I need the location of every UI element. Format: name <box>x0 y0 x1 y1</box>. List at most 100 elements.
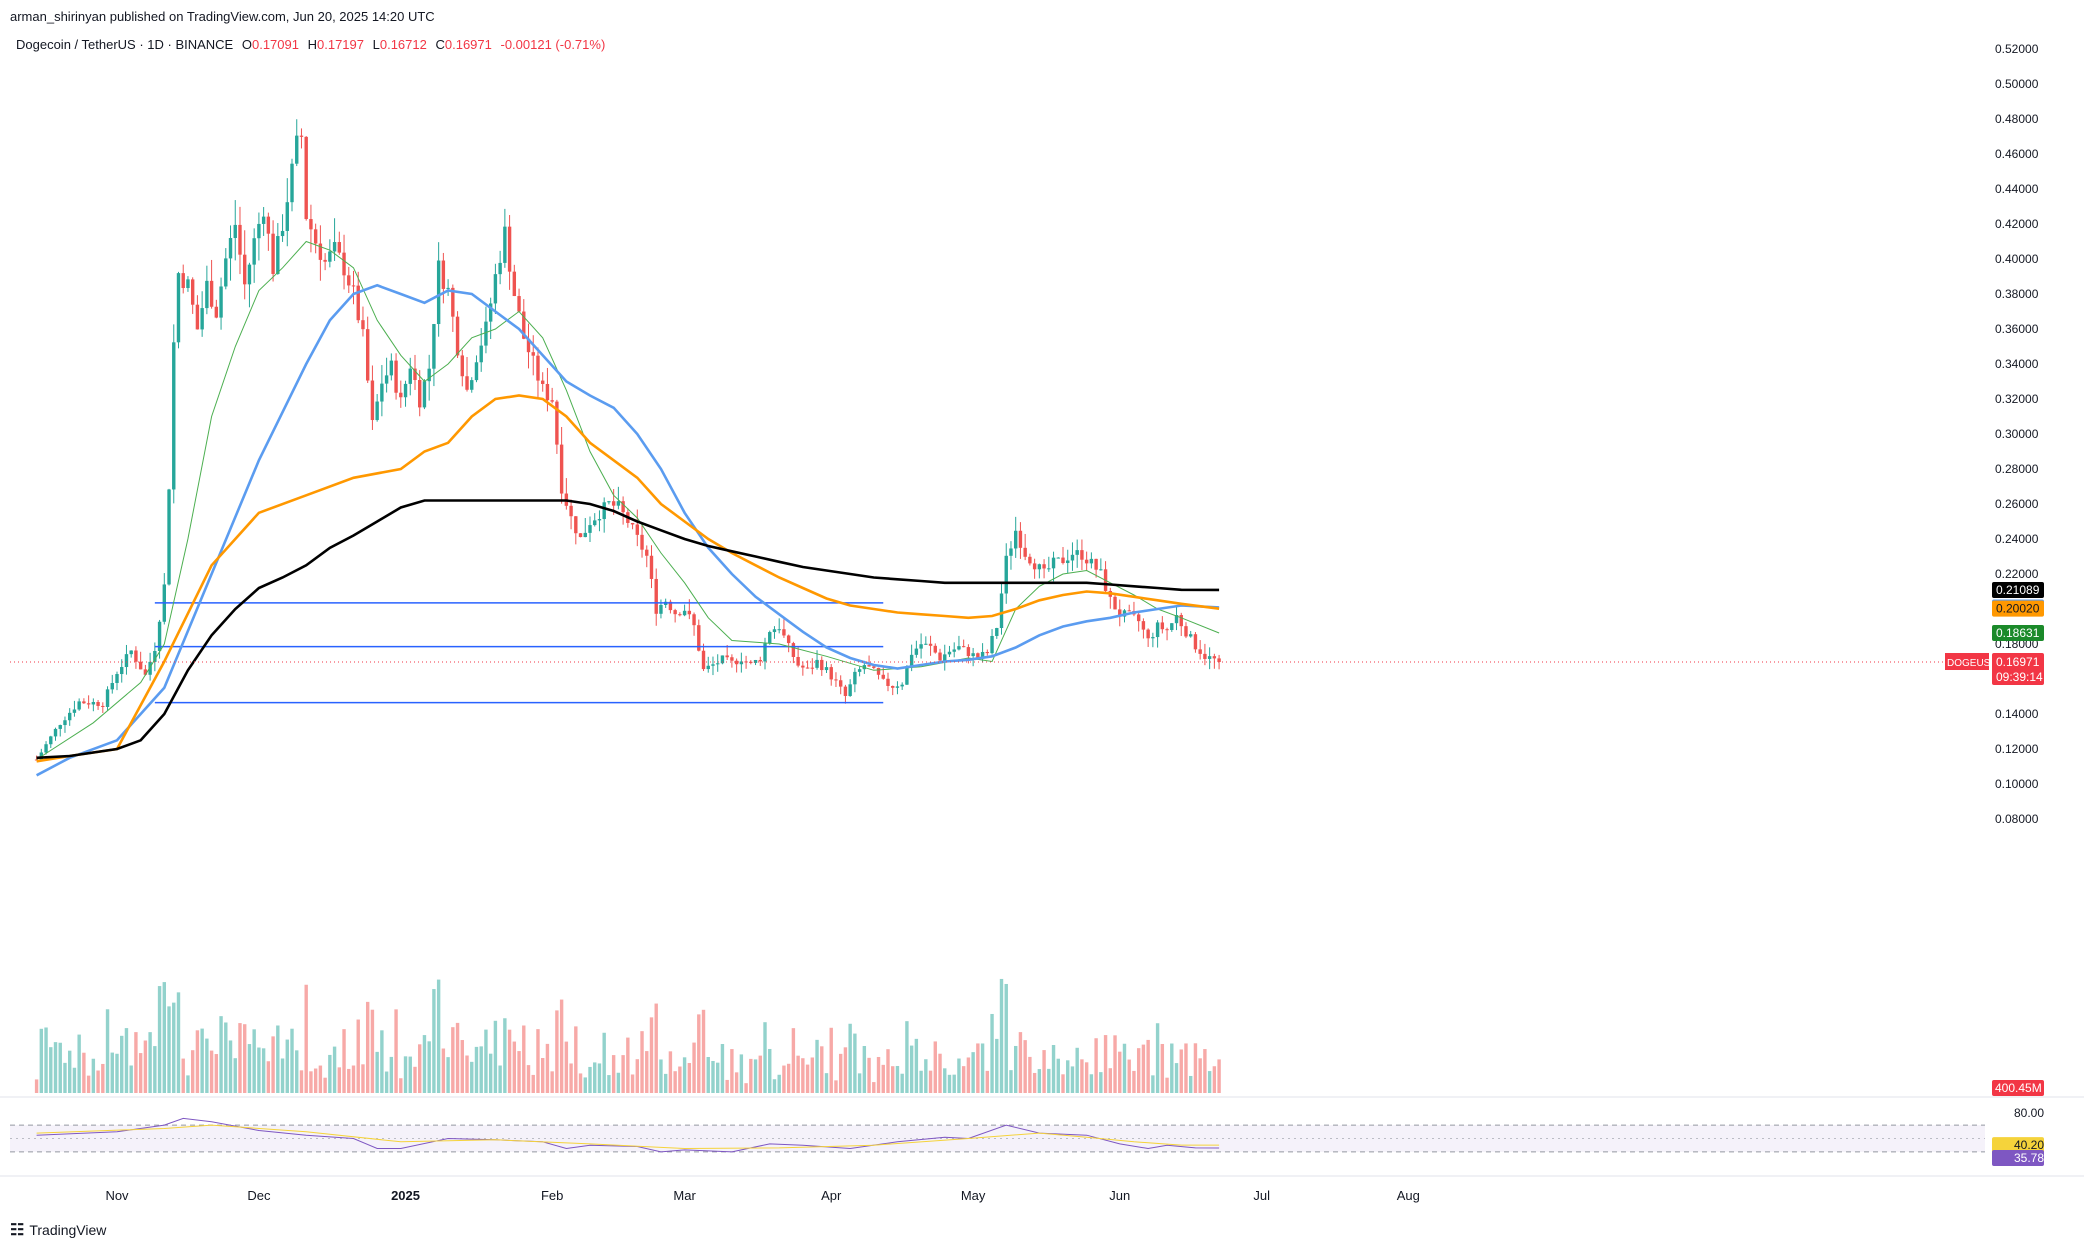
volume-bar <box>687 1063 692 1093</box>
candle-body <box>257 223 261 239</box>
candle-body <box>394 360 398 393</box>
candle-body <box>138 661 143 670</box>
candle-body <box>796 656 800 666</box>
candle-body <box>588 525 592 533</box>
candle-body <box>985 651 990 654</box>
volume-bar <box>971 1052 975 1093</box>
candle-body <box>616 501 621 506</box>
candle-body <box>881 674 885 679</box>
candle-body <box>928 643 933 646</box>
volume-bar <box>886 1049 890 1093</box>
candle-body <box>872 666 876 668</box>
volume-bar <box>342 1029 346 1093</box>
candle-body <box>919 644 923 649</box>
volume-bar <box>427 1041 431 1093</box>
volume-bar <box>261 1048 266 1093</box>
candle-body <box>389 360 394 376</box>
candle-body <box>924 643 928 645</box>
candle-body <box>465 376 469 390</box>
volume-bar <box>413 1066 417 1093</box>
rsi-ma-badge <box>1992 1137 2044 1154</box>
volume-bar <box>867 1057 871 1093</box>
price-tick-label: 0.36000 <box>1995 322 2039 336</box>
volume-bar <box>77 1034 81 1093</box>
candle-body <box>276 236 280 274</box>
volume-bar <box>394 1009 398 1093</box>
candle-body <box>1184 626 1188 637</box>
volume-bar <box>848 1023 852 1093</box>
volume-bar <box>399 1078 403 1093</box>
candle-body <box>559 444 564 494</box>
candle-body <box>1212 656 1217 659</box>
candle-body <box>682 610 687 616</box>
candle-body <box>1179 615 1183 627</box>
candle-body <box>91 702 96 705</box>
candle-body <box>777 629 781 631</box>
volume-bar <box>176 992 181 1093</box>
volume-bar <box>810 1057 815 1093</box>
candle-body <box>143 669 148 675</box>
volume-bar <box>1080 1059 1084 1093</box>
volume-bar <box>63 1062 67 1093</box>
volume-bar <box>933 1041 937 1093</box>
candle-body <box>536 355 540 381</box>
volume-bar <box>1051 1045 1056 1093</box>
candle-body <box>247 264 252 285</box>
volume-bar <box>365 1001 370 1093</box>
candle-body <box>933 645 937 653</box>
candle-body <box>720 655 725 664</box>
volume-bar <box>961 1066 966 1093</box>
volume-bar <box>1103 1035 1108 1093</box>
price-tick-label: 0.42000 <box>1995 217 2039 231</box>
candle-body <box>711 664 715 666</box>
volume-bar <box>597 1063 602 1093</box>
candle-body <box>668 601 673 611</box>
candle-body <box>550 400 554 402</box>
volume-bar <box>1028 1056 1032 1093</box>
candle-body <box>701 650 706 670</box>
candle-body <box>692 614 696 626</box>
volume-bar <box>157 986 162 1093</box>
volume-bar <box>616 1072 621 1093</box>
candle-body <box>432 324 436 369</box>
publisher-attribution: arman_shirinyan published on TradingView… <box>10 9 435 24</box>
volume-bar <box>304 984 308 1093</box>
candle-body <box>895 686 900 688</box>
volume-bar <box>895 1065 900 1093</box>
volume-bar <box>1099 1072 1103 1093</box>
volume-bar <box>295 1050 299 1093</box>
volume-bar <box>829 1027 833 1093</box>
symbol-name[interactable]: Dogecoin / TetherUS · 1D · BINANCE <box>16 37 234 52</box>
candle-body <box>332 242 337 252</box>
volume-bar <box>1189 1075 1193 1093</box>
volume-bar <box>120 1035 124 1093</box>
candle-body <box>541 380 545 384</box>
volume-bar <box>952 1074 956 1093</box>
volume-bar <box>768 1048 772 1093</box>
volume-bar <box>58 1042 62 1093</box>
candle-body <box>124 654 129 668</box>
candle-body <box>115 674 119 684</box>
candle-body <box>545 383 550 401</box>
volume-bar <box>531 1074 535 1093</box>
rsi-band <box>10 1125 1985 1152</box>
volume-bar <box>337 1067 342 1093</box>
volume-bar <box>299 1070 304 1093</box>
candle-body <box>820 659 824 671</box>
volume-bar <box>995 1038 999 1093</box>
candle-body <box>285 202 289 231</box>
volume-bar <box>86 1075 91 1093</box>
volume-bar <box>148 1032 152 1093</box>
volume-bar <box>1094 1038 1098 1093</box>
price-tick-label: 0.46000 <box>1995 147 2039 161</box>
candle-body <box>834 679 838 681</box>
candle-body <box>195 304 200 330</box>
candle-body <box>318 243 323 260</box>
volume-bar <box>205 1038 209 1093</box>
volume-bar <box>323 1077 327 1093</box>
volume-bar <box>214 1054 219 1093</box>
candle-body <box>474 362 479 381</box>
low-value: 0.16712 <box>379 37 427 52</box>
candle-body <box>526 338 531 353</box>
